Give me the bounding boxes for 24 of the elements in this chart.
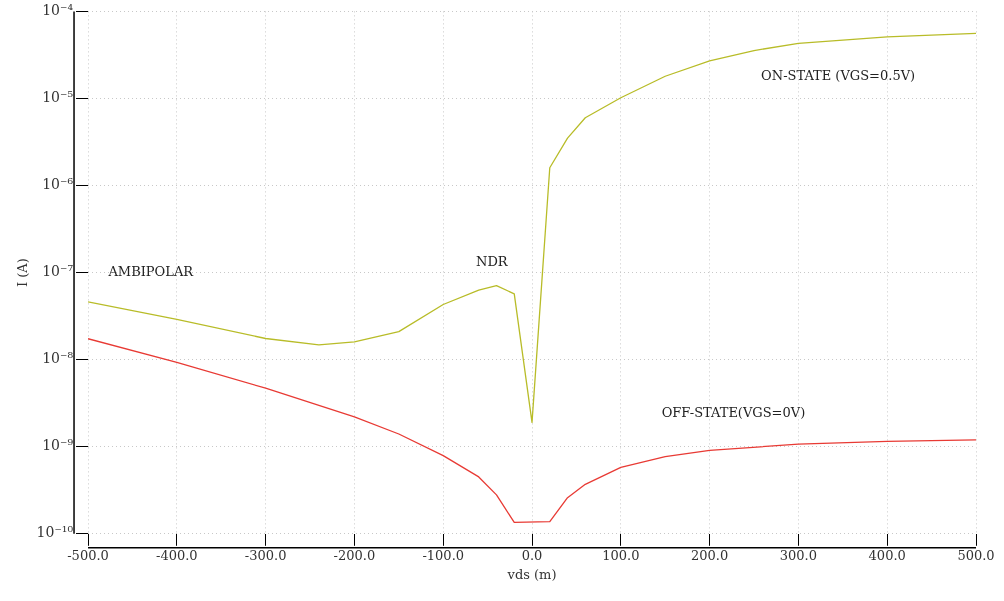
y-tick-label: 10⁻⁸ — [42, 350, 74, 367]
x-tick-label: 500.0 — [957, 547, 995, 563]
x-tick-label: 0.0 — [521, 547, 543, 563]
y-tick-label: 10⁻⁶ — [42, 176, 74, 193]
annotation: NDR — [476, 253, 509, 269]
y-tick-label: 10⁻¹⁰ — [36, 524, 74, 541]
y-tick-label: 10⁻⁹ — [42, 437, 74, 454]
x-tick-label: -100.0 — [422, 547, 465, 563]
x-tick-label: -400.0 — [156, 547, 198, 563]
y-axis-title: I (A) — [15, 258, 31, 288]
x-axis-title: vds (m) — [506, 566, 557, 582]
x-tick-label: 200.0 — [691, 547, 729, 563]
y-tick-label: 10⁻⁵ — [42, 89, 74, 106]
annotation: ON-STATE (VGS=0.5V) — [761, 68, 916, 84]
annotation: AMBIPOLAR — [107, 263, 195, 279]
x-tick-label: 100.0 — [602, 547, 640, 563]
x-tick-label: -300.0 — [244, 547, 287, 563]
x-tick-label: -500.0 — [67, 547, 109, 563]
x-tick-label: 300.0 — [779, 547, 818, 563]
x-tick-label: 400.0 — [868, 547, 906, 563]
y-tick-label: 10⁻⁷ — [42, 263, 74, 280]
annotation: OFF-STATE(VGS=0V) — [661, 405, 806, 421]
y-tick-label: 10⁻⁴ — [42, 2, 74, 19]
x-tick-label: -200.0 — [333, 547, 376, 563]
